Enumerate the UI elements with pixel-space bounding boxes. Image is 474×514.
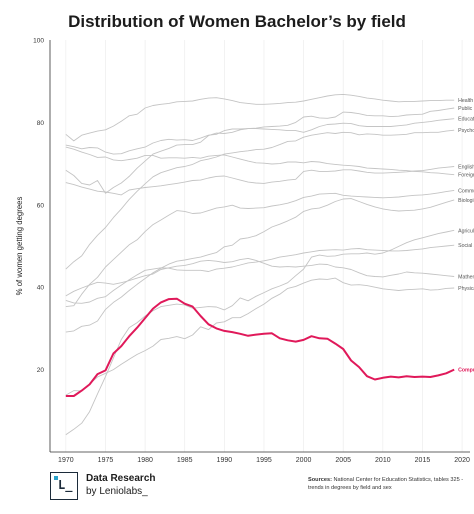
x-tick-label: 2000 (296, 457, 312, 464)
series-lines (65, 93, 455, 436)
x-tick-label: 1975 (98, 457, 114, 464)
brand-line-2: by Leniolabs_ (86, 486, 148, 497)
series-label: Agriculture and natural resources (458, 228, 474, 234)
chart-title: Distribution of Women Bachelor’s by fiel… (68, 12, 406, 31)
x-tick-label: 2005 (335, 457, 351, 464)
x-tick-label: 1985 (177, 457, 193, 464)
series-line (65, 107, 455, 194)
y-tick-label: 60 (37, 202, 45, 209)
y-tick-label: 100 (33, 38, 44, 45)
x-tick-label: 2015 (415, 457, 431, 464)
x-tick-label: 2020 (454, 457, 470, 464)
y-tick-label: 20 (37, 367, 45, 374)
series-label: Biological and biomedical sciences (458, 198, 474, 204)
series-label: Computer and Information Science (458, 368, 474, 374)
x-tick-labels: 1970 1975 1980 1985 1990 1995 2000 2005 2010 2015… (58, 457, 470, 464)
x-tick-label: 1970 (58, 457, 74, 464)
series-labels: Health professions Public administration … (458, 98, 474, 373)
x-tick-label: 1995 (256, 457, 272, 464)
brand-line-1: Data Research (86, 473, 156, 484)
series-label: English language and literature/letters (458, 165, 474, 171)
series-line (65, 118, 455, 155)
series-label: Health professions (458, 98, 474, 104)
x-tick-label: 1990 (217, 457, 233, 464)
series-label: Foreign languages and literatures (458, 173, 474, 179)
series-label: Social sciences and history (458, 243, 474, 249)
y-axis-label: % of women getting degrees (15, 196, 24, 295)
brand-block: L_ Data Research by Leniolabs_ (50, 472, 155, 500)
x-tick-label: 2010 (375, 457, 391, 464)
series-line (65, 146, 455, 176)
leniolabs-logo: L_ (50, 472, 78, 500)
logo-mark: L_ (58, 478, 73, 492)
series-line (65, 277, 455, 396)
y-tick-label: 80 (37, 120, 45, 127)
brand-text: Data Research by Leniolabs_ (86, 472, 155, 498)
series-label: Physical sciences (458, 286, 474, 292)
series-line (65, 198, 455, 333)
vertical-gridlines (65, 40, 463, 452)
series-line (65, 229, 455, 436)
series-label: Psychology (458, 128, 474, 134)
series-line (65, 166, 455, 196)
series-label: Public administration & social services (458, 106, 474, 112)
series-label: Mathematics and statistics (458, 275, 474, 281)
series-label: Communication, Journalism (458, 188, 474, 194)
series-line (65, 297, 455, 397)
y-tick-labels: 20 40 60 80 100 (33, 38, 44, 375)
series-line (65, 189, 455, 308)
series-line (65, 93, 455, 142)
y-tick-label: 40 (37, 285, 45, 292)
sources-label: Sources: (308, 477, 332, 483)
sources-note: Sources: National Center for Education S… (308, 477, 466, 492)
series-line (65, 129, 455, 270)
sources-text: National Center for Education Statistics… (308, 477, 464, 491)
series-line (65, 257, 455, 297)
axes (49, 40, 470, 453)
x-tick-label: 1980 (137, 457, 153, 464)
series-label: Education (458, 117, 474, 123)
logo-dot (54, 476, 58, 480)
